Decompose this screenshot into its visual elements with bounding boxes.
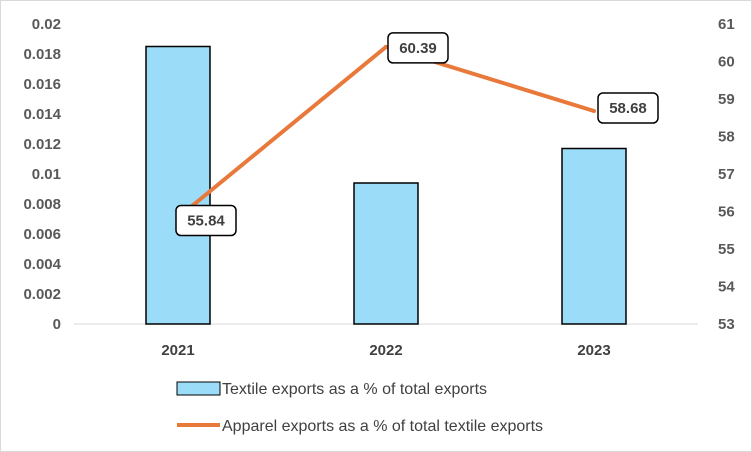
bar-series — [145, 45, 627, 325]
category-label: 2023 — [577, 342, 610, 359]
data-label-box — [175, 204, 237, 237]
right-tick-label: 58 — [718, 129, 735, 146]
left-tick-label: 0.006 — [23, 226, 61, 243]
left-tick-label: 0.004 — [23, 256, 61, 273]
data-label: 55.84 — [187, 213, 225, 230]
left-tick-label: 0.014 — [23, 106, 61, 123]
left-tick-label: 0 — [53, 316, 61, 333]
right-tick-label: 55 — [718, 241, 735, 258]
bar — [561, 147, 627, 325]
left-tick-label: 0.02 — [32, 16, 61, 33]
data-label: 60.39 — [399, 40, 437, 57]
right-tick-label: 60 — [718, 54, 735, 71]
data-label: 58.68 — [609, 100, 647, 117]
left-axis-ticks: 0 0.002 0.004 0.006 0.008 0.01 0.012 0.014 0.016… — [23, 16, 61, 333]
left-tick-label: 0.016 — [23, 76, 61, 93]
data-label-box — [387, 32, 449, 64]
left-tick-label: 0.01 — [32, 166, 61, 183]
left-tick-label: 0.012 — [23, 136, 61, 153]
legend-item-bar: Textile exports as a % of total exports — [176, 381, 487, 398]
category-labels: 2021 2022 2023 — [161, 342, 610, 359]
right-axis-ticks: 53 54 55 56 57 58 59 60 61 — [718, 16, 735, 333]
line-data-labels: 55.84 60.39 58.68 — [175, 32, 659, 237]
right-tick-label: 56 — [718, 204, 735, 221]
legend-bar-swatch — [176, 381, 221, 396]
line-point — [592, 109, 596, 113]
right-tick-label: 61 — [718, 16, 735, 33]
bar — [353, 182, 419, 325]
right-tick-label: 57 — [718, 166, 735, 183]
data-label-box — [597, 92, 659, 124]
category-label: 2021 — [161, 342, 194, 359]
right-tick-label: 54 — [718, 279, 735, 296]
line-point — [384, 44, 388, 49]
left-tick-label: 0.002 — [23, 286, 61, 303]
bar — [145, 45, 211, 325]
legend-line-label: Apparel exports as a % of total textile … — [222, 418, 543, 435]
right-tick-label: 59 — [718, 91, 735, 108]
category-label: 2022 — [369, 342, 402, 359]
right-tick-label: 53 — [718, 316, 735, 333]
legend-item-line: Apparel exports as a % of total textile … — [177, 418, 543, 435]
legend: Textile exports as a % of total exports … — [176, 381, 543, 435]
left-tick-label: 0.008 — [23, 196, 61, 213]
legend-bar-label: Textile exports as a % of total exports — [222, 381, 487, 398]
left-tick-label: 0.018 — [23, 46, 61, 63]
